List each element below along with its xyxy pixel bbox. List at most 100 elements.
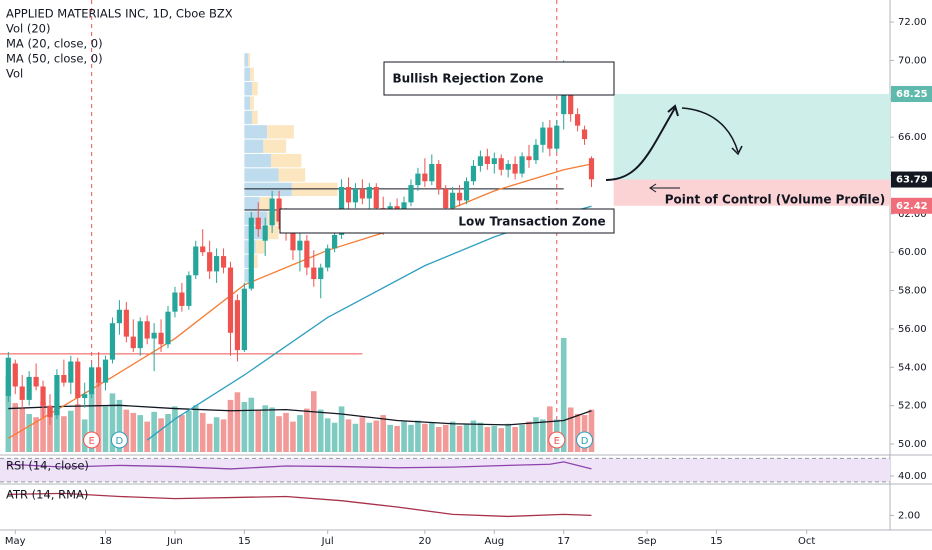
volume-bar — [540, 419, 546, 452]
profile-up — [244, 81, 252, 96]
volume-bar — [220, 419, 227, 452]
x-tick-label: May — [5, 536, 26, 547]
annotation-box — [383, 61, 615, 96]
volume-bar — [26, 414, 32, 452]
volume-bar — [109, 393, 116, 452]
candle-body — [109, 323, 116, 360]
candle-body — [82, 394, 88, 398]
volume-bar — [12, 403, 19, 452]
y-tick-label: 2.00 — [898, 510, 920, 521]
y-tick-label: 66.00 — [898, 132, 927, 143]
volume-bar — [54, 408, 60, 452]
volume-bar — [359, 417, 366, 452]
volume-bar — [456, 425, 463, 452]
volume-bar — [567, 407, 574, 452]
candle-body — [186, 275, 192, 306]
y-tick-label: 62.00 — [898, 209, 927, 220]
candle-body — [193, 246, 199, 276]
candle-body — [123, 309, 129, 337]
volume-bar — [290, 421, 296, 452]
candle-body — [512, 163, 518, 174]
atr-line — [8, 492, 592, 518]
candle-body — [568, 93, 574, 115]
atr-legend: ATR (14, RMA) — [6, 488, 88, 502]
price-label: 68.25 — [896, 89, 928, 100]
candle-body — [40, 386, 46, 406]
candle-body — [359, 188, 365, 199]
candle-body — [505, 163, 511, 170]
candle-body — [47, 405, 53, 418]
candle-body — [498, 158, 504, 170]
candle-body — [456, 192, 463, 201]
candle-body — [547, 127, 553, 149]
candle-body — [470, 165, 477, 182]
profile-up — [244, 125, 268, 139]
candle-body — [588, 158, 595, 180]
candle-body — [248, 217, 254, 289]
profile-up — [244, 139, 264, 153]
volume-bar — [442, 424, 449, 452]
profile-down — [251, 254, 258, 269]
arrow — [649, 183, 680, 193]
volume-bar — [547, 406, 553, 452]
y-tick-label: 52.00 — [898, 401, 927, 412]
profile-down — [263, 139, 287, 153]
candle-body — [463, 181, 470, 201]
candle-body — [318, 267, 324, 280]
profile-down — [251, 110, 258, 125]
volume-bar — [387, 424, 393, 452]
volume-bar — [415, 420, 421, 452]
volume-bar — [276, 416, 282, 452]
profile-down — [267, 125, 294, 139]
x-tick-label: Jun — [166, 536, 183, 547]
profile-up — [244, 254, 252, 269]
candle-body — [325, 248, 331, 268]
event-label: E — [88, 436, 94, 447]
candle-body — [165, 311, 171, 345]
event-marker — [83, 431, 101, 449]
candle-body — [234, 300, 241, 351]
volume-bar — [491, 425, 498, 452]
price-label-bg — [891, 171, 932, 188]
volume-bar — [429, 422, 435, 452]
candle-body — [213, 256, 220, 272]
annotation: Point of Control (Volume Profile) — [665, 193, 885, 207]
y-tick-label: 50.00 — [898, 439, 927, 450]
volume-bar — [68, 410, 74, 452]
candle-body — [526, 156, 532, 161]
x-tick-label: 15 — [710, 536, 723, 547]
profile-up — [244, 168, 279, 182]
candle-body — [436, 163, 442, 189]
volume-bar — [317, 409, 324, 452]
volume-bar — [331, 422, 338, 452]
volume-bar — [61, 416, 67, 452]
volume-bar — [373, 420, 380, 452]
profile-up — [244, 53, 249, 67]
y-tick-label: 58.00 — [898, 286, 927, 297]
candle-body — [75, 361, 81, 398]
candle-body — [491, 158, 497, 164]
indicator-legend: MA (20, close, 0) — [6, 37, 103, 51]
volume-bar — [352, 423, 359, 452]
candle-body — [137, 321, 143, 349]
volume-bar — [435, 427, 442, 452]
x-tick-label: Aug — [485, 536, 505, 547]
volume-bar — [137, 415, 144, 452]
x-tick-label: Sep — [638, 536, 657, 547]
volume-bar — [213, 417, 220, 452]
annotation-box — [279, 208, 615, 234]
profile-down — [251, 81, 258, 96]
volume-bar — [338, 406, 345, 452]
x-tick-label: 17 — [557, 536, 570, 547]
x-tick-label: 15 — [238, 536, 251, 547]
event-marker — [576, 431, 594, 449]
volume-bar — [310, 391, 317, 452]
profile-down — [250, 96, 254, 110]
chart-title: APPLIED MATERIALS INC, 1D, Cboe BZX — [6, 7, 233, 21]
event-marker — [110, 431, 128, 449]
volume-bar — [151, 411, 157, 452]
volume-bar — [227, 399, 234, 452]
candle-body — [255, 217, 261, 230]
